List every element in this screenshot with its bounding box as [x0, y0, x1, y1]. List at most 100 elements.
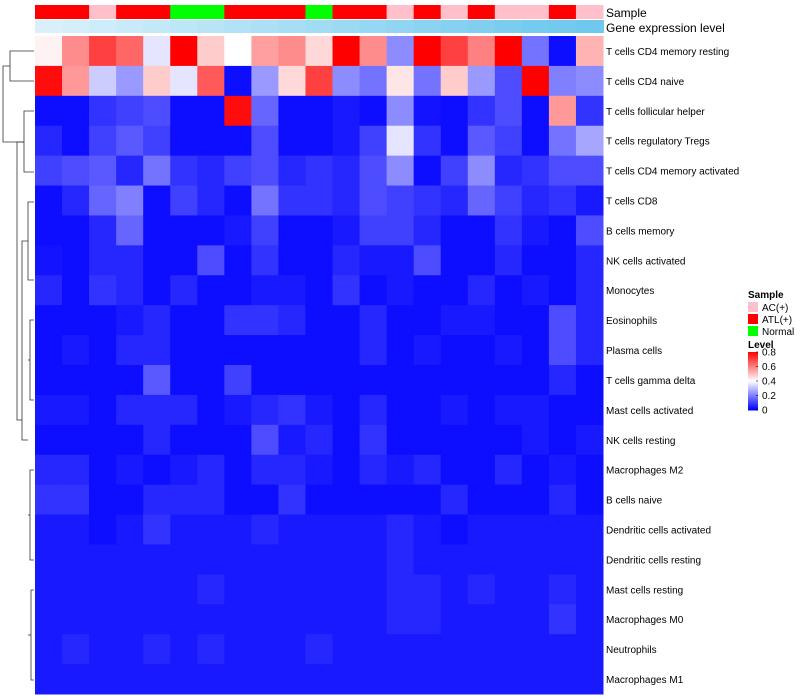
heatmap-cell [116, 484, 144, 516]
heatmap-cell [332, 155, 361, 187]
heatmap-cell [440, 574, 469, 605]
heatmap-cell [62, 95, 90, 127]
heatmap-cell [548, 365, 577, 396]
heatmap-cell [521, 245, 550, 276]
heatmap-cell [170, 125, 198, 157]
heatmap-cell [89, 335, 117, 366]
heatmap-cell [575, 215, 604, 246]
heatmap-cell [359, 65, 388, 97]
heatmap-cell [440, 394, 469, 426]
heatmap-cell [116, 664, 144, 695]
level-colorbar-segment [748, 370, 758, 373]
heatmap-cell [224, 394, 252, 426]
row-label: Mast cells resting [606, 585, 683, 596]
heatmap-cell [62, 604, 90, 635]
heatmap-cell [467, 335, 496, 366]
row-label: Dendritic cells resting [606, 555, 701, 566]
heatmap-cell [305, 514, 334, 545]
heatmap-cell [89, 634, 117, 665]
heatmap-cell [413, 634, 442, 665]
heatmap-cell [170, 454, 198, 486]
heatmap-cell [197, 424, 225, 456]
heatmap-cell [332, 125, 361, 157]
heatmap-cell [62, 484, 90, 516]
heatmap-cell [170, 604, 198, 635]
heatmap-cell [143, 275, 171, 306]
heatmap-cell [278, 95, 306, 127]
heatmap-cell [251, 514, 279, 545]
expression-annotation-cell [224, 20, 252, 33]
heatmap-cell [440, 245, 469, 276]
heatmap-cell [386, 155, 415, 187]
heatmap-cell [548, 544, 577, 575]
sample-annotation-cell [62, 5, 90, 19]
heatmap-cell [224, 125, 252, 157]
heatmap-cell [251, 574, 279, 605]
row-label: T cells regulatory Tregs [606, 137, 710, 148]
heatmap-cell [386, 514, 415, 545]
heatmap-cell [548, 275, 577, 306]
heatmap-cell [89, 484, 117, 516]
expression-annotation-cell [521, 20, 550, 33]
heatmap-cell [359, 454, 388, 486]
heatmap-cell [143, 454, 171, 486]
heatmap-cell [413, 514, 442, 545]
sample-track-label: Sample [606, 6, 647, 20]
heatmap-cell [35, 424, 63, 456]
heatmap-cell [116, 36, 144, 67]
heatmap-cell [494, 185, 523, 216]
heatmap-cell [224, 245, 252, 276]
heatmap-cell [224, 604, 252, 635]
heatmap-cell [494, 424, 523, 456]
sample-annotation-cell [332, 5, 361, 19]
heatmap-cell [278, 424, 306, 456]
heatmap-cell [548, 604, 577, 635]
heatmap-cell [413, 664, 442, 695]
heatmap-cell [35, 335, 63, 366]
heatmap-cell [386, 275, 415, 306]
level-colorbar-segment [748, 401, 758, 404]
heatmap-cell [494, 275, 523, 306]
heatmap-cell [521, 664, 550, 695]
heatmap-cell [278, 36, 306, 67]
sample-annotation-cell [548, 5, 577, 19]
heatmap-cell [332, 604, 361, 635]
heatmap-cell [197, 514, 225, 545]
annotation-track-labels: Sample Gene expression level [606, 6, 725, 35]
heatmap-cell [62, 305, 90, 336]
heatmap-cell [251, 95, 279, 127]
heatmap-cell [251, 65, 279, 97]
heatmap-cell [386, 604, 415, 635]
heatmap-cell [386, 394, 415, 426]
sample-legend-label: Normal [762, 327, 794, 338]
heatmap-cell [332, 634, 361, 665]
heatmap-cell [251, 275, 279, 306]
heatmap-cell [521, 574, 550, 605]
heatmap-cell [116, 275, 144, 306]
heatmap-cell [62, 514, 90, 545]
heatmap-cell [494, 95, 523, 127]
level-tick-label: 0.2 [762, 391, 776, 402]
heatmap-cell [251, 394, 279, 426]
heatmap-cell [89, 604, 117, 635]
heatmap-cell [413, 484, 442, 516]
heatmap-cell [62, 215, 90, 246]
sample-annotation-cell [224, 5, 252, 19]
heatmap-cell [413, 125, 442, 157]
heatmap-cell [62, 454, 90, 486]
level-colorbar-segment [748, 373, 758, 376]
heatmap-cell [197, 394, 225, 426]
heatmap-cell [440, 95, 469, 127]
level-tick-label: 0.8 [762, 348, 776, 359]
heatmap-cell [467, 215, 496, 246]
expression-annotation-cell [359, 20, 388, 33]
heatmap-cell [521, 305, 550, 336]
row-label: B cells naive [606, 496, 663, 507]
heatmap-cell [467, 454, 496, 486]
heatmap-cell [575, 454, 604, 486]
heatmap-cell [359, 514, 388, 545]
heatmap-cell [224, 305, 252, 336]
heatmap-cell [575, 185, 604, 216]
heatmap-cell [197, 634, 225, 665]
